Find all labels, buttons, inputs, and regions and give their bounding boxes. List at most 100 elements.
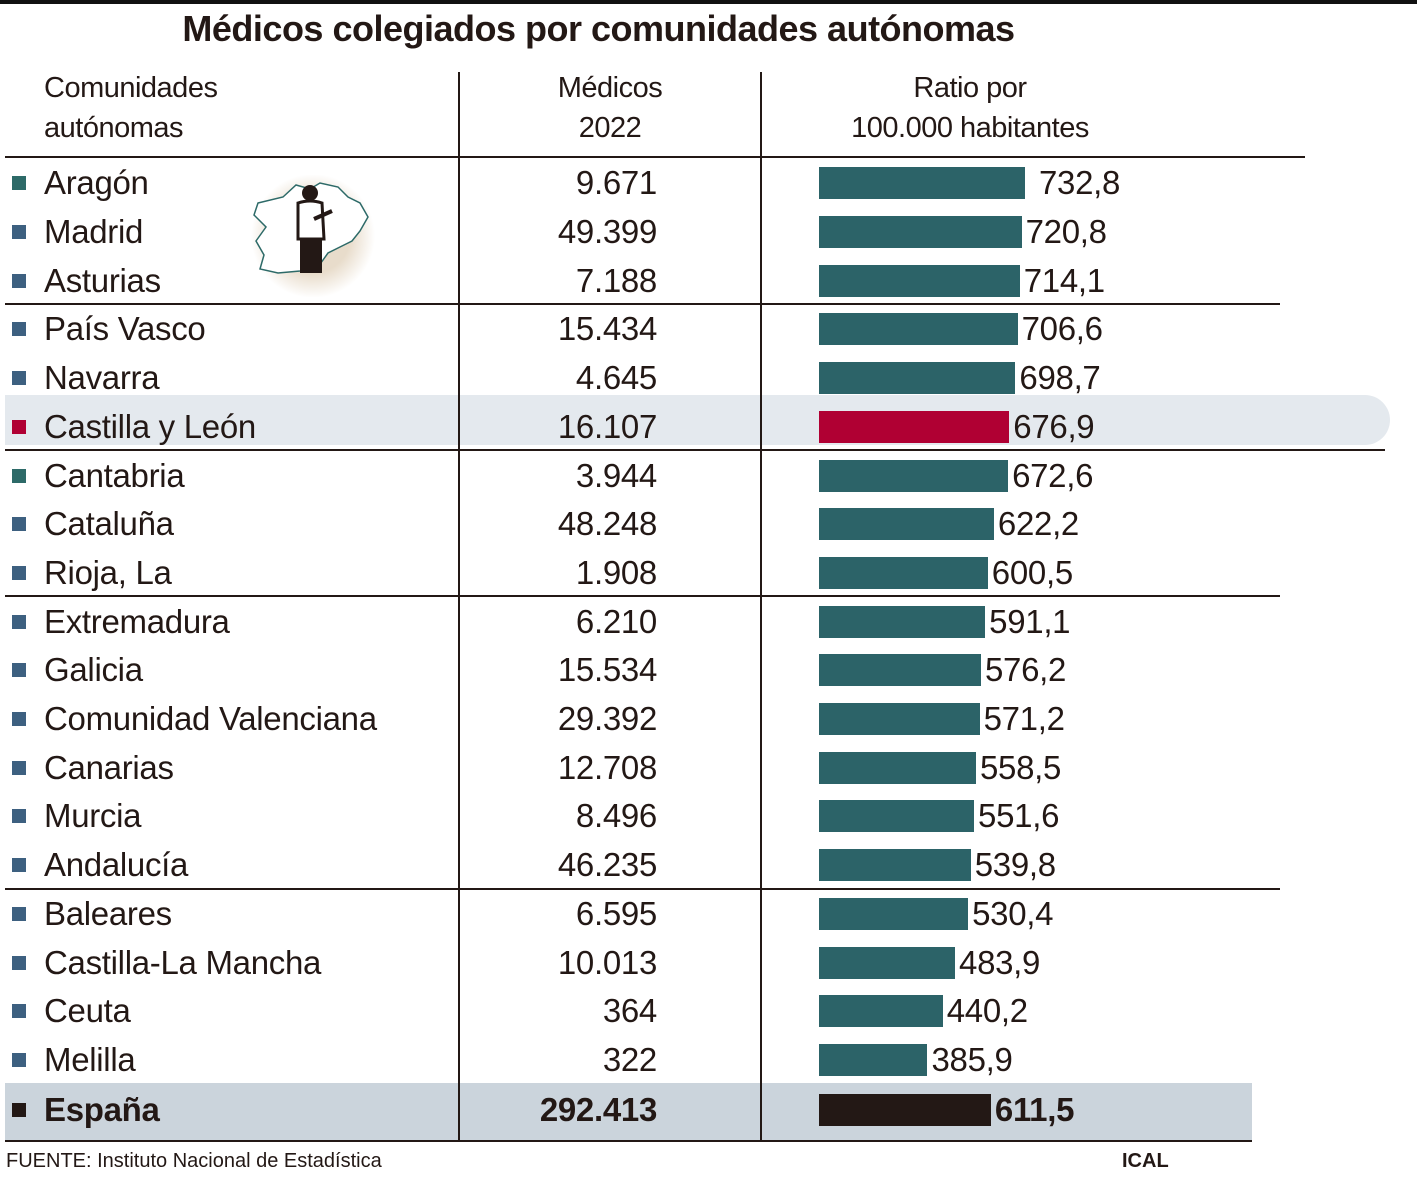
legend-marker xyxy=(12,614,26,629)
ratio-bar xyxy=(819,167,1025,200)
ratio-bar xyxy=(819,995,943,1028)
ratio-label: 714,1 xyxy=(1023,261,1105,299)
legend-marker xyxy=(12,419,26,434)
ratio-bar xyxy=(819,751,976,784)
row-medicos: 6.595 xyxy=(575,894,657,932)
row-medicos: 46.235 xyxy=(557,846,657,884)
row-name: Cataluña xyxy=(44,505,174,543)
row-medicos: 49.399 xyxy=(557,213,657,251)
row-name: Comunidad Valenciana xyxy=(44,700,377,738)
header-line: 2022 xyxy=(578,112,642,144)
row-name: Asturias xyxy=(44,261,161,299)
column-divider xyxy=(760,72,762,1141)
header-line: Comunidades xyxy=(44,72,218,104)
ratio-label: 720,8 xyxy=(1025,213,1107,251)
source-note: FUENTE: Instituto Nacional de Estadístic… xyxy=(6,1150,382,1172)
ratio-label: 385,9 xyxy=(931,1040,1013,1078)
ratio-bar xyxy=(819,410,1010,443)
row-name: Ceuta xyxy=(44,992,131,1030)
ratio-bar xyxy=(819,362,1016,395)
top-rule xyxy=(0,0,1417,4)
row-name: Melilla xyxy=(44,1040,136,1078)
legend-marker xyxy=(12,517,26,532)
ratio-label: 591,1 xyxy=(989,602,1071,640)
row-medicos: 1.908 xyxy=(575,553,657,591)
ratio-label: 706,6 xyxy=(1021,310,1103,348)
ratio-bar xyxy=(819,313,1018,346)
header-line: Ratio por xyxy=(913,72,1027,104)
legend-marker xyxy=(12,322,26,337)
ratio-label: 600,5 xyxy=(991,553,1073,591)
column-header-ratio: Ratio por 100.000 habitantes xyxy=(762,68,1178,148)
ratio-bar xyxy=(819,897,969,930)
row-medicos: 10.013 xyxy=(557,943,657,981)
row-name: Extremadura xyxy=(44,602,230,640)
ratio-bar xyxy=(819,556,988,589)
row-medicos: 8.496 xyxy=(575,797,657,835)
ratio-bar xyxy=(819,1094,991,1126)
legend-marker xyxy=(12,663,26,678)
group-rule xyxy=(5,887,1280,890)
row-name: Madrid xyxy=(44,213,144,251)
ratio-bar xyxy=(819,216,1022,249)
row-medicos: 9.671 xyxy=(575,164,657,202)
row-name: España xyxy=(44,1091,160,1128)
legend-marker xyxy=(12,565,26,580)
row-medicos: 3.944 xyxy=(575,456,657,494)
row-name: Rioja, La xyxy=(44,553,172,591)
ratio-label: 571,2 xyxy=(983,700,1065,738)
group-rule xyxy=(5,303,1280,306)
legend-marker xyxy=(12,1052,26,1067)
ratio-label: 676,9 xyxy=(1013,407,1095,445)
row-medicos: 6.210 xyxy=(575,602,657,640)
chart-title: Médicos colegiados por comunidades autón… xyxy=(182,8,1015,49)
ratio-label: 576,2 xyxy=(984,651,1067,689)
ratio-label: 732,8 xyxy=(1039,164,1121,202)
ratio-label: 440,2 xyxy=(946,992,1028,1030)
header-line: Médicos xyxy=(557,72,663,104)
ratio-label: 483,9 xyxy=(959,943,1041,981)
ratio-bar xyxy=(819,703,980,736)
doctor-on-castilla-y-leon-map-icon xyxy=(251,175,375,297)
ratio-label: 672,6 xyxy=(1012,456,1094,494)
row-medicos: 7.188 xyxy=(575,261,657,299)
ratio-bar xyxy=(819,1043,928,1076)
ratio-bar xyxy=(819,605,986,638)
legend-marker xyxy=(12,468,26,483)
ratio-label: 551,6 xyxy=(978,797,1060,835)
bottom-rule xyxy=(5,1140,1252,1142)
ratio-label: 530,4 xyxy=(972,894,1054,932)
column-header-communities: Comunidades autónomas xyxy=(44,68,218,148)
ratio-bar xyxy=(819,800,975,833)
row-name: Murcia xyxy=(44,797,142,835)
row-medicos: 364 xyxy=(602,992,657,1030)
ratio-label: 611,5 xyxy=(994,1091,1075,1128)
group-rule xyxy=(5,595,1280,598)
legend-marker xyxy=(12,273,26,288)
row-name: Aragón xyxy=(44,164,149,202)
ratio-bar xyxy=(819,654,981,687)
legend-marker xyxy=(12,809,26,824)
legend-marker xyxy=(12,712,26,727)
row-medicos: 15.534 xyxy=(557,651,657,689)
row-name: Navarra xyxy=(44,359,160,397)
legend-marker xyxy=(12,1004,26,1019)
legend-marker xyxy=(12,955,26,970)
row-name: Andalucía xyxy=(44,846,189,884)
header-line: 100.000 habitantes xyxy=(851,112,1089,144)
ratio-bar xyxy=(819,508,994,541)
ratio-bar xyxy=(819,459,1009,492)
legend-marker xyxy=(12,225,26,240)
header-rule xyxy=(5,156,1305,158)
legend-marker xyxy=(12,1103,26,1117)
group-rule xyxy=(5,449,1385,452)
row-name: País Vasco xyxy=(44,310,206,348)
highlight-row-bg xyxy=(5,394,1390,445)
credit: ICAL xyxy=(1122,1150,1169,1172)
row-medicos: 29.392 xyxy=(557,700,657,738)
row-medicos: 15.434 xyxy=(557,310,657,348)
row-medicos: 12.708 xyxy=(557,748,657,786)
row-name: Cantabria xyxy=(44,456,185,494)
row-name: Castilla y León xyxy=(44,407,256,445)
ratio-bar xyxy=(819,264,1020,297)
